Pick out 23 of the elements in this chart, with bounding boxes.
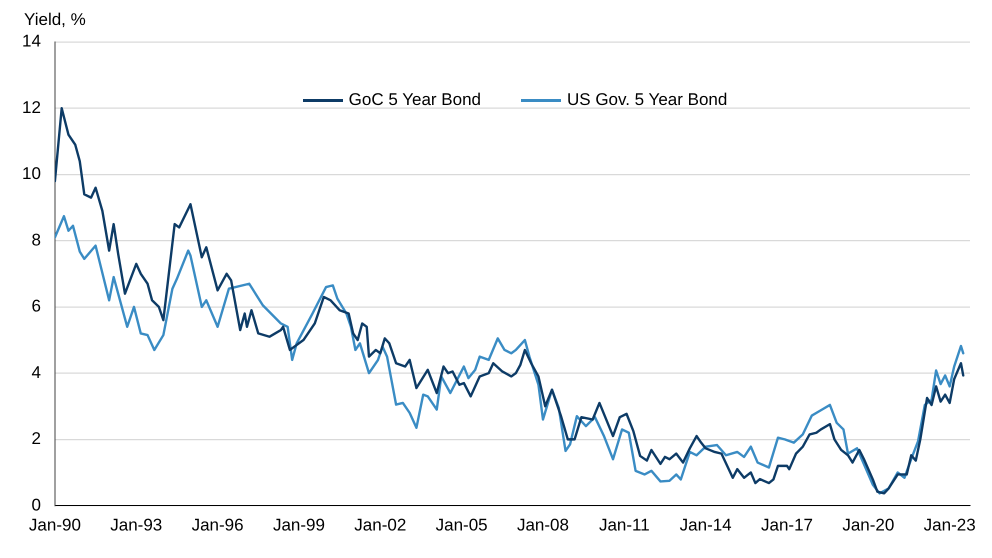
x-tick-label: Jan-02 — [354, 515, 406, 534]
y-tick-label: 6 — [31, 296, 41, 316]
legend-label: US Gov. 5 Year Bond — [566, 90, 728, 110]
x-tick-label: Jan-17 — [760, 515, 813, 534]
x-tick-label: Jan-90 — [28, 515, 81, 534]
legend-label: GoC 5 Year Bond — [348, 90, 481, 110]
x-tick-label: Jan-93 — [110, 515, 162, 534]
x-tick-label: Jan-05 — [436, 515, 488, 534]
x-tick-label: Jan-23 — [924, 515, 976, 534]
y-tick-label: 10 — [22, 164, 41, 184]
x-tick-label: Jan-99 — [272, 515, 325, 534]
y-tick-label: 8 — [31, 230, 41, 250]
y-tick-label: 2 — [31, 429, 41, 448]
y-tick-label: 4 — [31, 362, 41, 382]
y-tick-label: 0 — [31, 495, 41, 514]
x-tick-label: Jan-96 — [192, 515, 244, 534]
y-tick-label: 12 — [22, 98, 41, 117]
x-tick-label: Jan-20 — [842, 515, 894, 534]
y-axis-title: Yield, % — [24, 10, 86, 30]
x-tick-label: Jan-11 — [598, 515, 650, 534]
x-tick-label: Jan-08 — [516, 515, 569, 534]
x-tick-label: Jan-14 — [680, 515, 732, 534]
y-tick-label: 14 — [22, 32, 41, 51]
